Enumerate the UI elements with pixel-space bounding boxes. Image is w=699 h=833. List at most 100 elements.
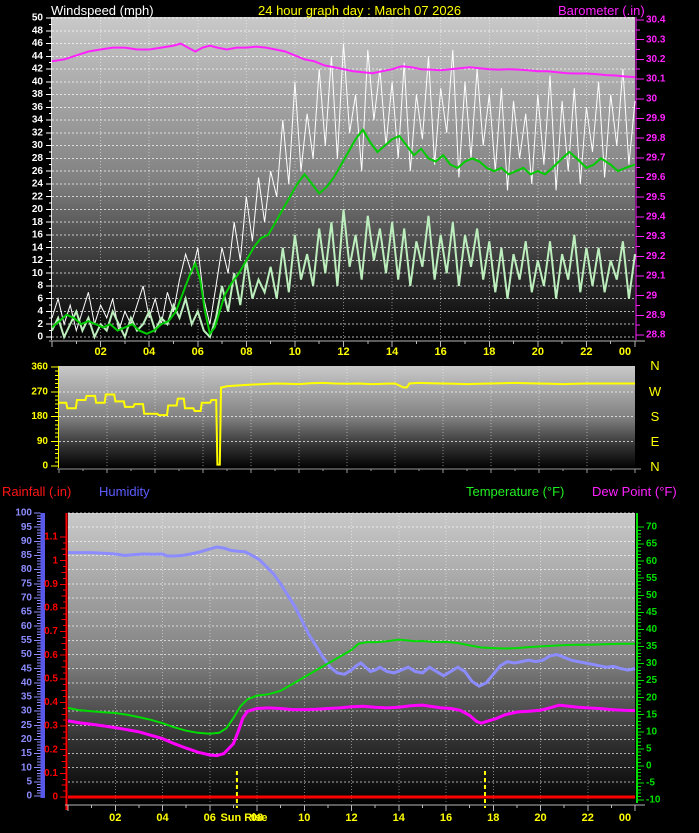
axis-tick-label: 15 [646,709,658,720]
wind-direction-chart: 360 270 180 90 0 [31,362,641,473]
axis-tick-label: 4 [37,306,43,317]
axis-tick-label: 35 [21,692,33,703]
axis-tick-label: 6 [37,293,43,304]
axis-tick-label: 18 [32,217,44,228]
axis-tick-label: -5 [646,778,655,789]
axis-tick-label: 28 [32,153,44,164]
hour-label: 06 [204,812,216,824]
temperature-axis-title: Temperature (°F) [466,484,565,499]
hour-label: 04 [143,346,156,358]
windspeed-series [51,209,636,340]
graph-title: 24 hour graph day : March 07 2026 [258,3,462,18]
axis-tick-label: 10 [21,762,33,773]
axis-tick-label: 42 [32,64,44,75]
axis-tick-label: 14 [32,242,44,253]
axis-tick-label: 29.2 [646,251,666,262]
axis-tick-label: 0.1 [44,768,58,779]
axis-tick-label: 65 [21,607,33,618]
axis-tick-label: 0 [646,761,652,772]
axis-tick-label: 1.1 [44,532,58,543]
hour-label: 00 [619,346,631,358]
hour-label: 18 [487,812,499,824]
compass-label-e: E [650,434,660,449]
axis-tick-label: 45 [21,663,33,674]
barometer-axis-title: Barometer (.in) [558,3,645,18]
compass-label-s: S [650,409,660,424]
axis-tick-label: 0.8 [44,603,58,614]
compass-label-n-top: N [650,358,660,373]
axis-tick-label: 40 [646,624,658,635]
hour-label: 08 [240,346,252,358]
windspeed-barometer-chart: 5048464442403836343230282624222018161412… [32,13,666,358]
axis-tick-label: 28.8 [646,330,666,341]
axis-tick-label: 70 [646,522,658,533]
axis-tick-label: 15 [21,748,33,759]
axis-tick-label: 40 [21,677,33,688]
axis-tick-label: 0.3 [44,721,58,732]
axis-tick-label: 0.4 [44,697,58,708]
axis-tick-label: 30 [646,93,658,104]
axis-tick-label: 90 [37,436,49,447]
axis-tick-label: 90 [21,536,33,547]
axis-tick-label: 20 [21,734,33,745]
axis-tick-label: 28.9 [646,310,666,321]
axis-tick-label: 16 [32,230,44,241]
windspeed-axis-title: Windspeed (mph) [51,3,154,18]
axis-tick-label: 95 [21,522,33,533]
axis-tick-label: 26 [32,166,44,177]
axis-tick-label: 360 [31,362,48,373]
sunrise-label: Sun Rise [220,812,267,824]
axis-tick-label: 30.2 [646,54,666,65]
dew-point-series [67,703,636,758]
axis-tick-label: 30.1 [646,74,666,85]
axis-tick-label: 55 [646,573,658,584]
axis-tick-label: 2 [37,319,43,330]
axis-tick-label: 44 [32,51,44,62]
temperature-series [67,638,635,735]
compass-label-n-bottom: N [650,459,660,474]
dew-point-axis-title: Dew Point (°F) [592,484,677,499]
axis-tick-label: 20 [32,204,44,215]
axis-tick-label: 0 [42,461,48,472]
axis-tick-label: 0.9 [44,579,58,590]
hour-label: 04 [156,812,169,824]
hour-label: 06 [192,346,204,358]
axis-tick-label: 70 [21,593,33,604]
axis-tick-label: 30.3 [646,34,666,45]
axis-tick-label: 10 [32,268,44,279]
wind-direction-series [59,381,635,466]
hour-label: 18 [483,346,495,358]
compass-label-w: W [648,384,662,399]
hour-label: 12 [345,812,357,824]
axis-tick-label: 24 [32,179,44,190]
hour-label: 14 [386,346,399,358]
axis-tick-label: 29.6 [646,172,666,183]
hour-label: 22 [582,812,594,824]
rain-humidity-temperature-chart: 1009590858075706560555045403530252015105… [15,508,661,824]
hour-label: 16 [440,812,452,824]
axis-tick-label: 46 [32,38,44,49]
hour-label: 16 [435,346,447,358]
axis-tick-label: 36 [32,102,44,113]
humidity-series [68,545,636,688]
axis-tick-label: 38 [32,89,44,100]
axis-tick-label: 85 [21,550,33,561]
axis-tick-label: 29.4 [646,212,666,223]
axis-tick-label: 25 [646,675,658,686]
hour-label: 02 [94,346,106,358]
axis-tick-label: 100 [15,508,32,519]
axis-tick-label: 48 [32,25,44,36]
axis-tick-label: 10 [646,726,658,737]
axis-tick-label: 45 [646,607,658,618]
axis-tick-label: 30.4 [646,15,666,26]
humidity-axis-title: Humidity [99,484,150,499]
axis-tick-label: 50 [646,590,658,601]
hour-label: 00 [619,812,631,824]
axis-tick-label: 50 [21,649,33,660]
axis-tick-label: 29.7 [646,152,666,163]
rainfall-axis-title: Rainfall (.in) [2,484,72,499]
hour-label: 20 [532,346,544,358]
axis-tick-label: 8 [37,281,43,292]
axis-tick-label: 29.5 [646,192,666,203]
